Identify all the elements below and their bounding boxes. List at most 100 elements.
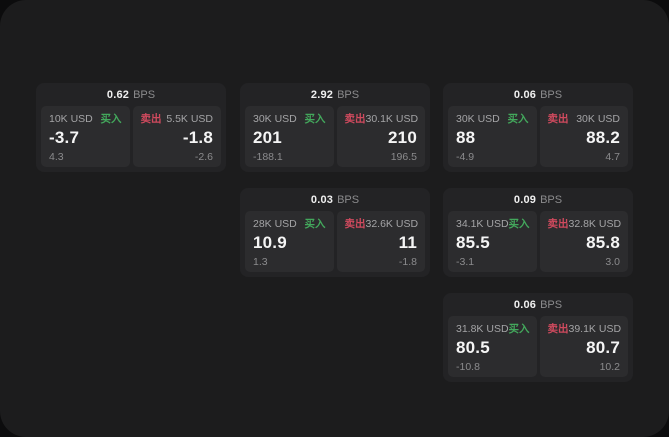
- sell-price: 80.7: [586, 338, 620, 357]
- sell-side-label: 卖出: [547, 323, 569, 335]
- quote-body: 31.8K USD 买入 80.5 -10.8 卖出 39.1K USD 80.…: [443, 316, 633, 377]
- buy-panel[interactable]: 28K USD 买入 10.9 1.3: [245, 211, 334, 272]
- bps-unit-label: BPS: [540, 298, 563, 311]
- sell-size: 30.1K USD: [365, 113, 419, 125]
- spread-header: 2.92 BPS: [240, 83, 430, 106]
- buy-panel[interactable]: 30K USD 买入 88 -4.9: [448, 106, 537, 167]
- bps-unit-label: BPS: [540, 193, 563, 206]
- spread-header: 0.03 BPS: [240, 188, 430, 211]
- sell-size: 39.1K USD: [568, 323, 622, 335]
- buy-change: 1.3: [253, 256, 268, 268]
- buy-side-label: 买入: [508, 323, 530, 335]
- spread-header: 0.09 BPS: [443, 188, 633, 211]
- bps-unit-label: BPS: [133, 88, 156, 101]
- buy-panel-top: 10K USD 买入: [49, 113, 122, 125]
- sell-side-label: 卖出: [344, 218, 366, 230]
- spread-value: 0.03: [310, 193, 334, 206]
- buy-side-label: 买入: [304, 218, 326, 230]
- sell-side-label: 卖出: [344, 113, 366, 125]
- sell-panel[interactable]: 卖出 32.6K USD 11 -1.8: [336, 211, 425, 272]
- buy-panel-top: 28K USD 买入: [253, 218, 326, 230]
- sell-size: 32.8K USD: [568, 218, 622, 230]
- buy-panel[interactable]: 34.1K USD 买入 85.5 -3.1: [448, 211, 537, 272]
- bps-unit-label: BPS: [337, 193, 360, 206]
- buy-price: 10.9: [253, 233, 287, 252]
- sell-price: -1.8: [182, 128, 213, 147]
- sell-panel-top: 卖出 32.8K USD: [547, 218, 622, 230]
- quote-card: 0.06 BPS 31.8K USD 买入 80.5 -10.8 卖出 39.1…: [443, 293, 633, 382]
- buy-change: -188.1: [253, 151, 283, 163]
- quote-card: 2.92 BPS 30K USD 买入 201 -188.1 卖出 30.1K …: [240, 83, 430, 172]
- quote-body: 30K USD 买入 201 -188.1 卖出 30.1K USD 210 1…: [240, 106, 430, 167]
- quote-body: 30K USD 买入 88 -4.9 卖出 30K USD 88.2 4.7: [443, 106, 633, 167]
- sell-panel-top: 卖出 30.1K USD: [344, 113, 419, 125]
- buy-size: 10K USD: [49, 113, 93, 125]
- spread-header: 0.62 BPS: [36, 83, 226, 106]
- buy-price: 80.5: [456, 338, 490, 357]
- sell-size: 32.6K USD: [365, 218, 419, 230]
- sell-size: 30K USD: [576, 113, 620, 125]
- buy-price: 88: [456, 128, 476, 147]
- buy-size: 34.1K USD: [456, 218, 509, 230]
- buy-panel[interactable]: 10K USD 买入 -3.7 4.3: [41, 106, 130, 167]
- buy-panel[interactable]: 31.8K USD 买入 80.5 -10.8: [448, 316, 537, 377]
- buy-size: 30K USD: [253, 113, 297, 125]
- buy-size: 31.8K USD: [456, 323, 509, 335]
- buy-size: 30K USD: [456, 113, 500, 125]
- sell-change: 196.5: [390, 151, 417, 163]
- buy-change: 4.3: [49, 151, 64, 163]
- sell-change: -1.8: [398, 256, 417, 268]
- bps-unit-label: BPS: [337, 88, 360, 101]
- spread-header: 0.06 BPS: [443, 293, 633, 316]
- sell-panel[interactable]: 卖出 5.5K USD -1.8 -2.6: [132, 106, 221, 167]
- buy-size: 28K USD: [253, 218, 297, 230]
- sell-side-label: 卖出: [140, 113, 162, 125]
- sell-panel-top: 卖出 5.5K USD: [141, 113, 214, 125]
- buy-panel-top: 31.8K USD 买入: [456, 323, 530, 335]
- sell-size: 5.5K USD: [166, 113, 213, 125]
- quote-body: 28K USD 买入 10.9 1.3 卖出 32.6K USD 11 -1.8: [240, 211, 430, 272]
- sell-panel[interactable]: 卖出 30K USD 88.2 4.7: [539, 106, 628, 167]
- spread-value: 0.06: [513, 88, 537, 101]
- buy-side-label: 买入: [304, 113, 326, 125]
- quote-body: 10K USD 买入 -3.7 4.3 卖出 5.5K USD -1.8 -2.…: [36, 106, 226, 167]
- sell-panel-top: 卖出 30K USD: [548, 113, 621, 125]
- spread-value: 2.92: [310, 88, 334, 101]
- quote-card: 0.06 BPS 30K USD 买入 88 -4.9 卖出 30K USD 8…: [443, 83, 633, 172]
- sell-panel[interactable]: 卖出 39.1K USD 80.7 10.2: [539, 316, 628, 377]
- buy-change: -10.8: [456, 361, 480, 373]
- spread-value: 0.06: [513, 298, 537, 311]
- sell-price: 210: [388, 128, 417, 147]
- spread-value: 0.62: [106, 88, 130, 101]
- buy-side-label: 买入: [508, 218, 530, 230]
- sell-panel-top: 卖出 32.6K USD: [344, 218, 419, 230]
- buy-side-label: 买入: [507, 113, 529, 125]
- sell-panel[interactable]: 卖出 30.1K USD 210 196.5: [336, 106, 425, 167]
- buy-panel[interactable]: 30K USD 买入 201 -188.1: [245, 106, 334, 167]
- spread-header: 0.06 BPS: [443, 83, 633, 106]
- bps-unit-label: BPS: [540, 88, 563, 101]
- buy-panel-top: 30K USD 买入: [456, 113, 529, 125]
- quote-body: 34.1K USD 买入 85.5 -3.1 卖出 32.8K USD 85.8…: [443, 211, 633, 272]
- sell-change: -2.6: [194, 151, 213, 163]
- sell-change: 10.2: [599, 361, 620, 373]
- buy-change: -3.1: [456, 256, 475, 268]
- sell-side-label: 卖出: [547, 218, 569, 230]
- sell-panel-top: 卖出 39.1K USD: [547, 323, 622, 335]
- sell-price: 85.8: [586, 233, 620, 252]
- sell-change: 4.7: [605, 151, 620, 163]
- buy-panel-top: 30K USD 买入: [253, 113, 326, 125]
- quote-card: 0.09 BPS 34.1K USD 买入 85.5 -3.1 卖出 32.8K…: [443, 188, 633, 277]
- buy-panel-top: 34.1K USD 买入: [456, 218, 530, 230]
- sell-price: 88.2: [586, 128, 620, 147]
- sell-change: 3.0: [605, 256, 620, 268]
- sell-side-label: 卖出: [547, 113, 569, 125]
- quote-card: 0.03 BPS 28K USD 买入 10.9 1.3 卖出 32.6K US…: [240, 188, 430, 277]
- sell-panel[interactable]: 卖出 32.8K USD 85.8 3.0: [539, 211, 628, 272]
- buy-change: -4.9: [456, 151, 475, 163]
- quote-card: 0.62 BPS 10K USD 买入 -3.7 4.3 卖出 5.5K USD…: [36, 83, 226, 172]
- buy-price: -3.7: [49, 128, 80, 147]
- spread-value: 0.09: [513, 193, 537, 206]
- buy-price: 201: [253, 128, 282, 147]
